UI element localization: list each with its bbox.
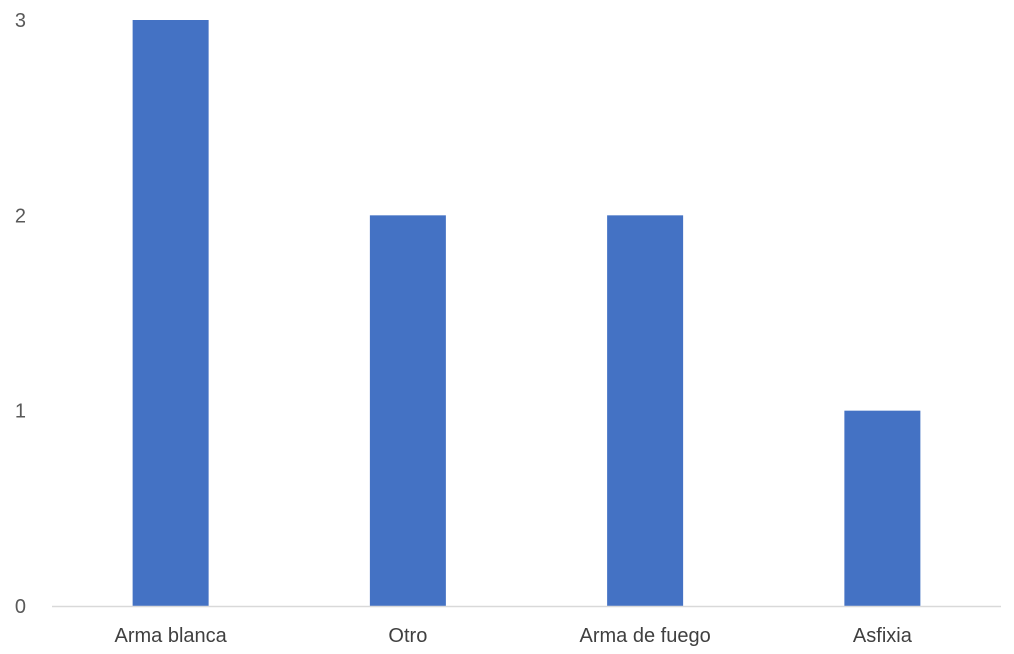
bar xyxy=(607,215,684,607)
x-category-label: Otro xyxy=(388,625,427,647)
x-category-label: Arma blanca xyxy=(114,625,227,647)
bars xyxy=(132,20,921,607)
y-tick-label: 2 xyxy=(15,205,26,227)
bar xyxy=(844,410,921,606)
bar xyxy=(369,215,446,607)
x-axis-category-labels: Arma blanca Otro Arma de fuego Asfixia xyxy=(114,625,912,647)
y-tick-label: 0 xyxy=(15,596,26,618)
x-category-label: Arma de fuego xyxy=(580,625,711,647)
bar xyxy=(132,20,209,606)
y-tick-label: 1 xyxy=(15,401,26,423)
y-axis-tick-labels: 0 1 2 3 xyxy=(15,10,26,618)
x-category-label: Asfixia xyxy=(853,625,913,647)
y-tick-label: 3 xyxy=(15,10,26,32)
